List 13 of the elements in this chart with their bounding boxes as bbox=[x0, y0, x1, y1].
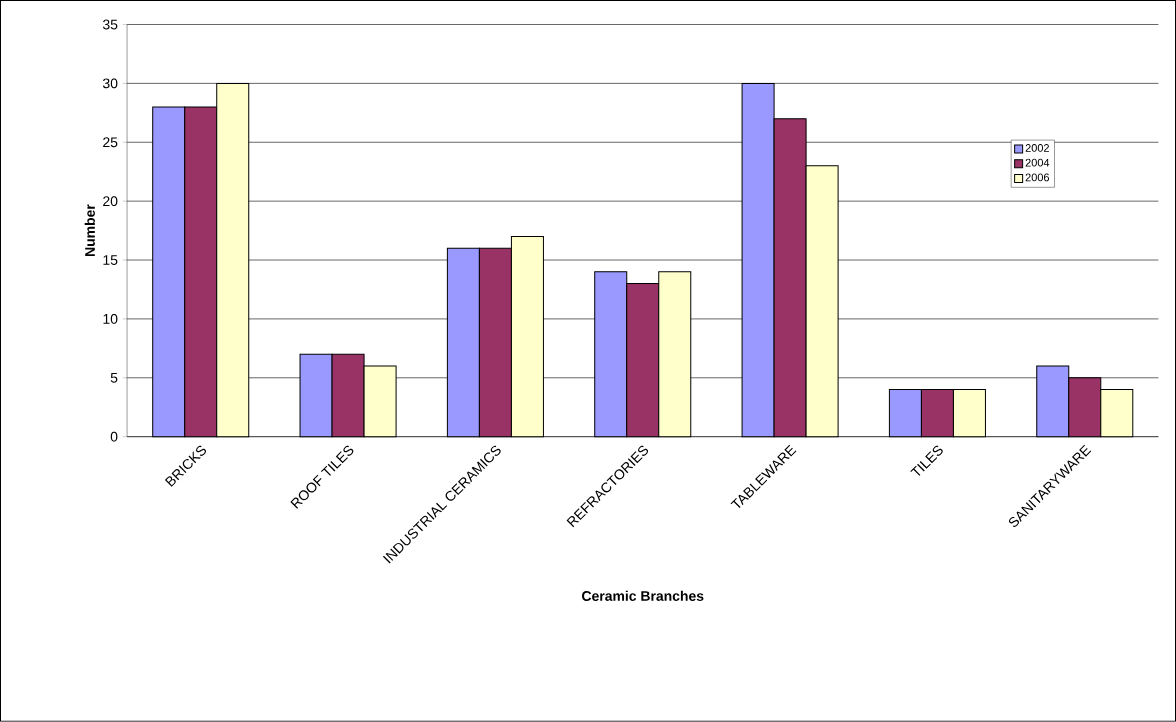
y-tick-label: 5 bbox=[110, 373, 118, 383]
legend-label: 2006 bbox=[1025, 173, 1050, 182]
y-tick-label: 30 bbox=[102, 78, 118, 89]
legend-label: 2004 bbox=[1025, 158, 1050, 167]
y-tick-label: 20 bbox=[103, 196, 118, 207]
y-tick-label: 0 bbox=[110, 431, 118, 442]
x-axis-title: Ceramic Branches bbox=[582, 590, 704, 602]
y-tick-label: 15 bbox=[103, 255, 118, 265]
legend-label: 2002 bbox=[1025, 144, 1049, 152]
y-tick-label: 10 bbox=[103, 314, 118, 324]
y-tick-label: 25 bbox=[103, 137, 118, 148]
y-axis-title: Number bbox=[84, 204, 95, 257]
y-tick-label: 35 bbox=[102, 19, 118, 30]
